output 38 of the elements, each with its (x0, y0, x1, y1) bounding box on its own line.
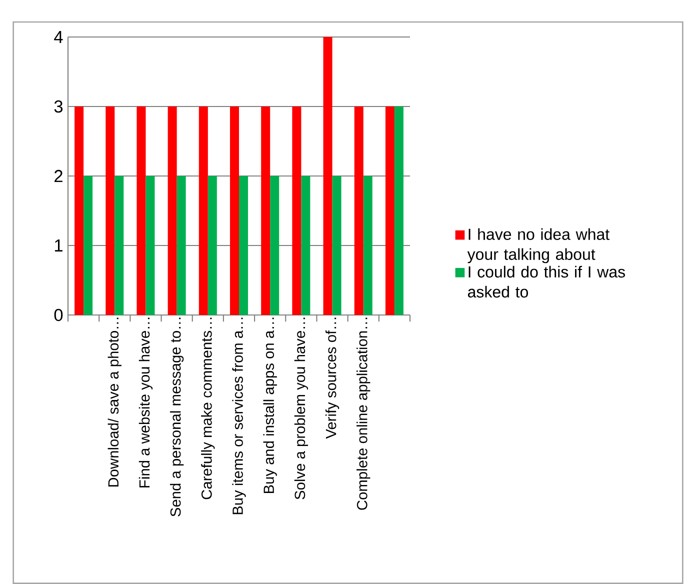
bar (198, 106, 208, 315)
x-tick-label: Solve a problem you have… (294, 318, 308, 500)
bar (136, 106, 146, 315)
bar (301, 176, 310, 315)
bar (354, 106, 364, 315)
bar (106, 106, 115, 315)
bar (239, 176, 248, 315)
bar (230, 106, 239, 315)
x-tick-label: Complete online application… (356, 318, 370, 510)
x-tick-label: Buy items or services from a… (232, 318, 246, 514)
x-tick-label: Find a website you have… (138, 318, 153, 488)
bar (261, 106, 270, 315)
bar (208, 176, 217, 315)
x-tick-label: Buy and install apps on a… (263, 318, 277, 494)
bar (385, 106, 394, 315)
bar (394, 106, 404, 315)
y-tick-label: 2 (54, 170, 62, 182)
x-tick-label: Verify sources of… (325, 318, 340, 439)
y-tick-label: 0 (54, 308, 63, 322)
x-tick-label: Download/ save a photo… (108, 318, 122, 487)
legend-label: I have no idea what your talking about (467, 228, 610, 264)
bar (168, 106, 177, 315)
x-tick-label: Send a personal message to… (170, 318, 184, 516)
y-tick-label: 4 (54, 31, 63, 43)
bar (146, 176, 155, 315)
y-tick-label: 3 (54, 100, 63, 113)
bar (323, 36, 332, 315)
x-tick-label: Carefully make comments… (201, 318, 215, 500)
bar (292, 106, 302, 315)
bar (114, 176, 124, 315)
legend-label: I could do this if I was asked to (468, 266, 625, 298)
bar (270, 176, 280, 315)
bar (84, 176, 93, 315)
bar (176, 176, 186, 315)
bar (74, 106, 84, 315)
bar (363, 176, 372, 315)
bar (332, 176, 342, 315)
y-tick-label: 1 (54, 240, 62, 252)
